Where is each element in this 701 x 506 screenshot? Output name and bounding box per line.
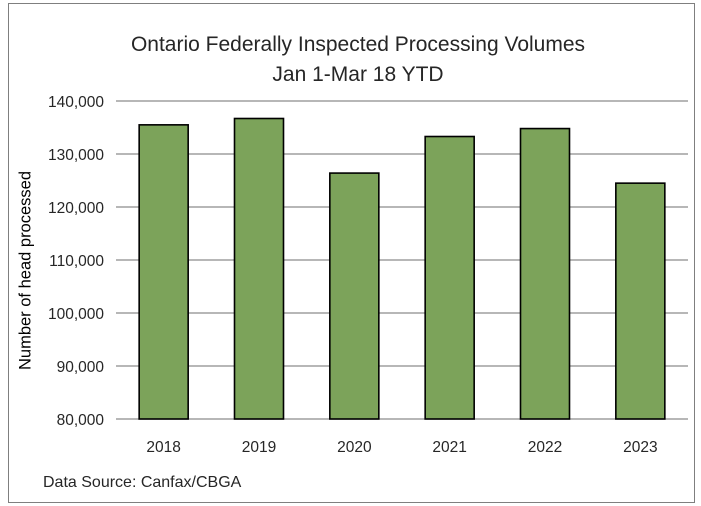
y-tick-label: 140,000 <box>48 94 104 111</box>
bar-2021 <box>424 135 475 420</box>
y-tick-label: 90,000 <box>57 359 105 376</box>
bar-2018 <box>138 124 189 420</box>
x-tick-label: 2022 <box>528 439 562 456</box>
gridlines <box>116 100 688 420</box>
x-tick-label: 2019 <box>242 439 276 456</box>
bar-2022 <box>519 127 571 420</box>
x-tick-label: 2018 <box>146 439 180 456</box>
x-tick-label: 2023 <box>623 439 657 456</box>
chart-title: Ontario Federally Inspected Processing V… <box>130 33 586 56</box>
y-tick-label: 110,000 <box>49 253 104 270</box>
y-axis-label: Number of head processed <box>16 170 35 371</box>
y-tick-label: 80,000 <box>57 412 105 429</box>
bar-2023 <box>615 182 666 420</box>
x-tick-label: 2020 <box>337 439 372 456</box>
bar-2019 <box>233 117 285 420</box>
y-tick-label: 100,000 <box>48 306 104 323</box>
chart-frame <box>8 3 695 503</box>
bars <box>138 117 666 420</box>
bar-2020 <box>329 172 380 420</box>
x-tick-labels: 2018 2019 2020 2021 2022 2023 <box>146 439 657 456</box>
y-tick-label: 130,000 <box>48 147 104 164</box>
chart-subtitle: Jan 1-Mar 18 YTD <box>272 63 444 86</box>
y-tick-label: 120,000 <box>48 200 104 217</box>
source-note: Data Source: Canfax/CBGA <box>43 474 242 491</box>
y-tick-labels: 80,000 90,000 100,000 110,000 120,000 130,000… <box>48 94 104 429</box>
x-tick-label: 2021 <box>432 439 466 456</box>
